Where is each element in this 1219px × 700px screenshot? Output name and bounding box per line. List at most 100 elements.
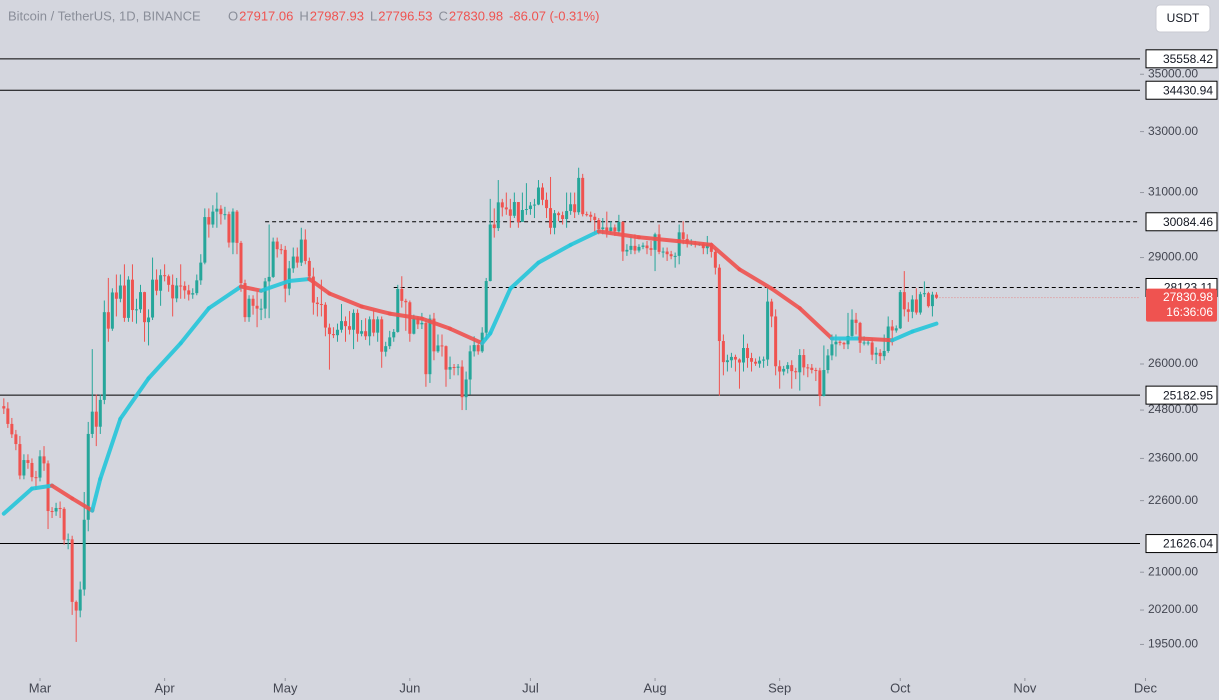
candle-body [331,334,335,336]
candle [251,295,255,315]
candle-body [758,360,762,364]
candle-body [476,345,480,352]
ma-segment [90,476,103,513]
button-frame[interactable] [1155,4,1211,33]
candle-body [187,290,191,295]
candle [420,312,424,330]
candle-body [179,285,183,287]
candle-body [122,285,126,318]
x-tick-label: Jun [399,680,420,695]
candle-body [134,309,138,311]
ma-segment [238,284,264,293]
ma-segment [596,229,641,240]
candle [569,192,573,215]
candle [50,507,54,519]
ma-segment [797,306,834,341]
candle-body [770,301,774,317]
candle [428,314,432,383]
candle-body [665,251,669,255]
candle [134,298,138,324]
candle [360,320,364,337]
x-tick-label: Sep [768,680,791,695]
candle-body [74,601,78,611]
candle-body [424,322,428,375]
candle-body [259,308,263,310]
candle [303,229,307,265]
candle [665,247,669,261]
candle [778,360,782,389]
candle [874,347,878,365]
candle-body [786,365,790,369]
candle-body [404,300,408,303]
candle-body [163,275,167,277]
candle [267,224,271,319]
candle-body [601,227,605,230]
candle-body [681,232,685,239]
candle [737,358,741,389]
candle [733,354,737,372]
candle-body [50,511,54,513]
currency-button[interactable]: USDT [1155,4,1211,33]
ma-segment [287,276,312,284]
y-tick-label: 23600.00 [1148,451,1198,465]
candle-body [834,341,838,345]
candle [348,311,352,335]
candle-body [673,255,677,257]
candle [452,364,456,376]
candle [227,211,231,248]
candle [315,297,319,317]
header: Bitcoin / TetherUS, 1D, BINANCE O 27917.0… [8,8,599,23]
ma-segment [146,341,183,381]
candle [850,309,854,339]
candle-body [143,292,147,323]
candle [838,339,842,346]
candle [902,271,906,317]
candle [806,364,810,378]
candle [826,349,830,374]
candle-body [500,202,504,208]
candle-body [890,326,894,331]
candle-body [303,239,307,261]
ohlc-value: 27830.98 [449,8,503,23]
candle-body [62,508,66,540]
candle [183,281,187,299]
candle [299,227,303,266]
candle-body [709,244,713,252]
candle [211,205,215,228]
candle [444,345,448,387]
candle [573,192,577,219]
candle-body [818,370,822,397]
candle-body [464,379,468,398]
button-label[interactable]: USDT [1167,11,1200,25]
candle-body [545,199,549,209]
candle [918,291,922,315]
candle-body [171,284,175,299]
candle [870,338,874,361]
ma-segment [709,242,742,272]
candle-body [231,211,235,243]
candle-body [251,298,255,306]
candle [275,237,279,258]
candle [802,349,806,376]
candle-body [850,319,854,336]
ohlc-key: O [228,8,238,23]
candle-body [360,331,364,334]
candle [380,316,384,368]
candle [456,364,460,376]
candle [155,269,159,296]
ma-segment [480,331,493,346]
candle-body [629,245,633,250]
candle [118,274,122,303]
candle [247,295,251,322]
candle-body [496,202,500,229]
candle-body [118,285,122,299]
candle-body [512,202,516,216]
ma-segment [259,279,292,293]
candle-body [279,249,283,251]
candle-body [299,239,303,263]
ma-segment [858,336,895,343]
candle-body [528,205,532,210]
candle-body [549,208,553,228]
candle [66,533,70,550]
